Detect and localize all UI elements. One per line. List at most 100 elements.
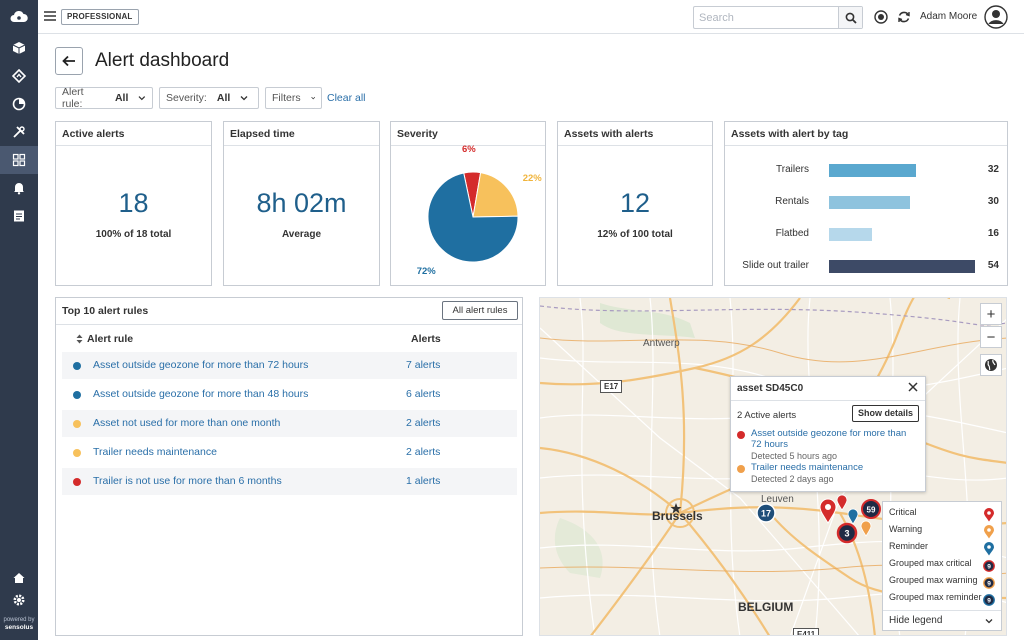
tag-bar-row[interactable]: Slide out trailer 54 [725,258,1007,274]
refresh-icon[interactable] [897,10,911,24]
severity-pie-chart [427,171,519,263]
assets-with-alerts-value: 12 [619,188,651,218]
popup-alert-item: Asset outside geozone for more than 72 h… [737,428,921,464]
sidebar-item-tools[interactable] [0,118,38,146]
show-details-button[interactable]: Show details [851,405,919,422]
card-title: Assets with alert by tag [725,122,1007,146]
popup-alert-detected: Detected 2 days ago [751,474,834,484]
tag-bar [829,228,873,241]
chevron-down-icon [985,619,993,624]
tag-value: 30 [987,196,999,207]
alert-rule-link[interactable]: Trailer is not use for more than 6 month… [93,475,282,487]
sort-icon[interactable] [76,334,83,344]
cluster-marker[interactable]: 59 [861,499,881,519]
alert-rule-filter-value: All [114,92,129,104]
severity-filter-label: Severity: [166,92,207,104]
alert-rule-filter[interactable]: Alert rule: All [55,86,153,110]
severity-dot [73,362,81,370]
pie-slice[interactable] [427,172,519,263]
alert-count-link[interactable]: 1 alerts [406,475,441,487]
legend-item: Grouped max reminder 9 [889,592,995,608]
sidebar-item-settings[interactable] [0,586,38,614]
sidebar-item-routes[interactable] [0,62,38,90]
alert-rule-link[interactable]: Asset outside geozone for more than 72 h… [93,359,309,371]
map-layers-button[interactable] [980,354,1002,376]
column-header-alert-rule[interactable]: Alert rule [87,333,134,345]
user-name[interactable]: Adam Moore [920,11,978,22]
severity-dot [73,478,81,486]
alert-rule-link[interactable]: Asset outside geozone for more than 48 h… [93,388,309,400]
all-alert-rules-button[interactable]: All alert rules [442,301,518,320]
legend-label: Warning [889,524,923,534]
legend-label: Grouped max critical [889,558,972,568]
search-button[interactable] [838,7,862,28]
close-icon[interactable] [907,381,919,393]
hamburger-menu-icon[interactable] [44,11,56,21]
pie-slice[interactable] [472,172,519,218]
sidebar-item-alerts[interactable] [0,174,38,202]
svg-text:9: 9 [987,598,991,605]
divider [56,324,522,325]
back-button[interactable] [55,47,83,75]
clear-all-link[interactable]: Clear all [327,92,366,104]
hide-legend-button[interactable]: Hide legend [883,610,1001,630]
powered-by: powered by sensolus [0,617,38,631]
card-title: Assets with alerts [558,122,712,146]
sidebar-item-assets[interactable] [0,34,38,62]
arrow-left-icon [62,55,75,67]
table-row[interactable]: Trailer is not use for more than 6 month… [62,468,517,496]
pie-slice-label: 22% [522,173,542,185]
alert-map[interactable]: Antwerp Brussels Leuven BELGIUM E17 E411… [539,297,1007,636]
grouped-critical-icon: 9 [983,560,995,572]
alert-count-link[interactable]: 6 alerts [406,388,441,400]
tag-bar-row[interactable]: Rentals 30 [725,194,1007,210]
hide-legend-label: Hide legend [889,615,943,626]
zoom-in-button[interactable]: + [980,303,1002,325]
tag-bar-row[interactable]: Flatbed 16 [725,226,1007,242]
cluster-marker[interactable]: 17 [756,503,776,523]
filters-dropdown[interactable]: Filters [265,87,322,109]
cloud-logo-icon[interactable] [0,0,38,34]
critical-pin-icon[interactable] [836,494,848,511]
alert-rule-link[interactable]: Asset not used for more than one month [93,417,281,429]
sidebar-item-dashboard[interactable] [0,146,38,174]
grouped-reminder-icon: 9 [983,594,995,606]
popup-title: asset SD45C0 [737,383,804,394]
popup-alert-link[interactable]: Asset outside geozone for more than 72 h… [751,428,907,450]
svg-text:9: 9 [987,581,991,588]
tag-bar-row[interactable]: Trailers 32 [725,162,1007,178]
severity-filter[interactable]: Severity: All [159,87,259,109]
reminder-pin-icon[interactable] [847,508,859,525]
filters-dropdown-label: Filters [272,92,301,104]
warning-pin-icon[interactable] [860,520,872,537]
active-alerts-value: 18 [118,188,149,218]
severity-dot [73,391,81,399]
alert-count-link[interactable]: 2 alerts [406,417,441,429]
sidebar-item-analytics[interactable] [0,90,38,118]
avatar[interactable] [984,5,1008,29]
add-circle-icon[interactable] [874,10,888,24]
chevron-down-icon [240,96,248,101]
table-row[interactable]: Asset outside geozone for more than 48 h… [62,381,517,409]
table-row[interactable]: Trailer needs maintenance 2 alerts [62,439,517,467]
top-alert-rules-panel: Top 10 alert rules All alert rules Alert… [55,297,523,636]
elapsed-time-card: Elapsed time 8h 02m Average [223,121,380,286]
sidebar-item-reports[interactable] [0,202,38,230]
gear-icon [13,594,25,606]
route-icon [12,69,26,83]
cluster-marker[interactable]: 3 [836,522,858,544]
chevron-down-icon [138,96,146,101]
zoom-out-button[interactable]: − [980,326,1002,348]
popup-alert-link[interactable]: Trailer needs maintenance [751,462,864,473]
table-row[interactable]: Asset not used for more than one month 2 … [62,410,517,438]
tag-label: Trailers [776,164,809,175]
critical-pin-icon[interactable] [819,498,837,524]
search-box [693,6,863,29]
sidebar-item-home[interactable] [0,564,38,592]
search-input[interactable] [694,7,838,28]
alert-rule-link[interactable]: Trailer needs maintenance [93,446,217,458]
bell-icon [14,183,24,195]
alert-count-link[interactable]: 7 alerts [406,359,441,371]
alert-count-link[interactable]: 2 alerts [406,446,441,458]
table-row[interactable]: Asset outside geozone for more than 72 h… [62,352,517,380]
